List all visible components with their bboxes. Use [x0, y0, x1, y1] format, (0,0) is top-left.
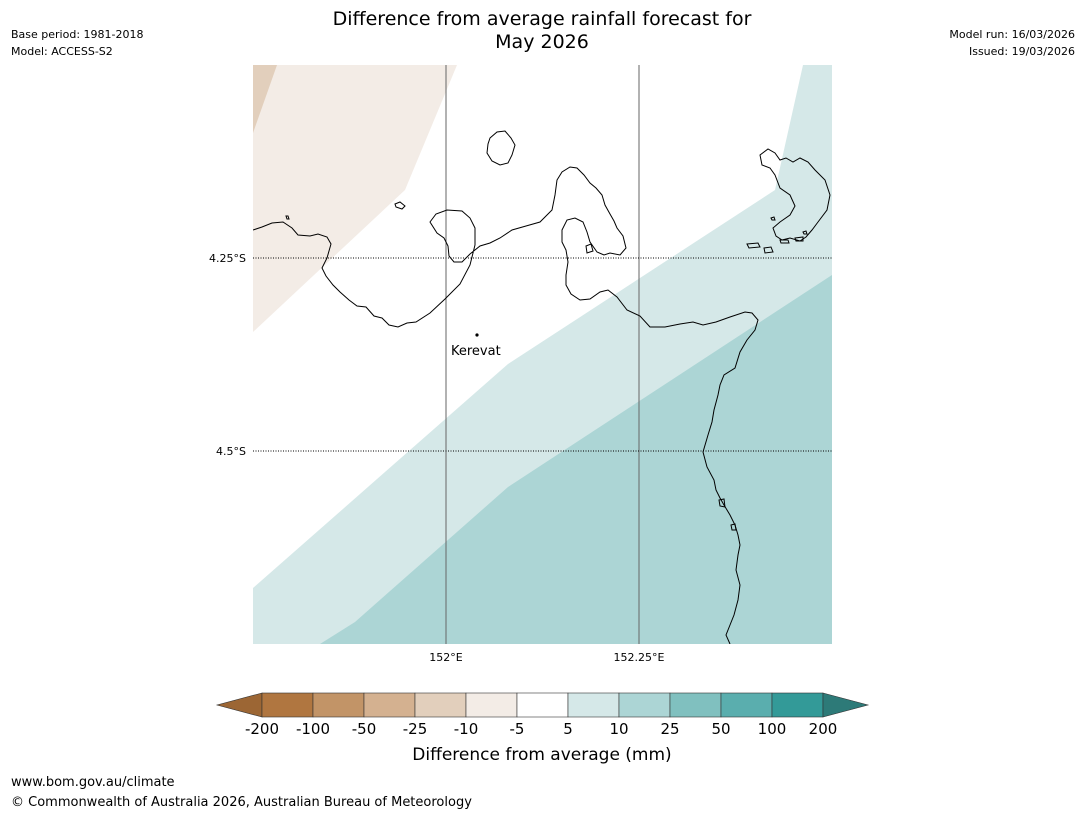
coast-islet-east-5 — [802, 230, 808, 235]
legend-tick-1: -200 — [244, 720, 280, 738]
legend-swatch-10 — [720, 692, 773, 718]
legend-swatch-3 — [363, 692, 416, 718]
legend-colorbar — [215, 692, 870, 718]
footer-copyright: © Commonwealth of Australia 2026, Austra… — [11, 795, 472, 810]
model-text: Model: ACCESS-S2 — [11, 45, 113, 58]
legend-swatch-1 — [261, 692, 314, 718]
legend-swatch-6 — [516, 692, 569, 718]
legend-tick-9: 25 — [660, 720, 680, 738]
coast-inner-islet — [585, 243, 594, 254]
legend-swatch-5 — [465, 692, 518, 718]
legend-tick-3: -50 — [351, 720, 377, 738]
coast-new-ireland — [759, 148, 831, 242]
legend-tick-11: 100 — [757, 720, 787, 738]
wet-band-10-25 — [320, 275, 832, 644]
legend-tick-6: -5 — [509, 720, 525, 738]
coast-islet-south-2 — [730, 523, 737, 531]
coastlines — [253, 130, 831, 644]
coast-islet-east-2 — [763, 246, 774, 254]
lat-label-4-5: 4.5°S — [216, 445, 246, 458]
page-title: Difference from average rainfall forecas… — [242, 8, 842, 54]
legend-swatch-4 — [414, 692, 467, 718]
model-run-text: Model run: 16/03/2026 — [949, 28, 1075, 41]
legend-tick-10: 50 — [711, 720, 731, 738]
dry-band-5-10 — [253, 65, 457, 332]
legend-tick-4: -25 — [402, 720, 428, 738]
base-period-text: Base period: 1981-2018 — [11, 28, 144, 41]
legend-swatch-8 — [618, 692, 671, 718]
coast-islet-west-1 — [285, 215, 290, 220]
legend-tick-2: -100 — [295, 720, 331, 738]
coast-islet-south-1 — [718, 498, 726, 508]
legend-swatch-7 — [567, 692, 620, 718]
legend-swatch-9 — [669, 692, 722, 718]
legend-swatch-11 — [771, 692, 824, 718]
legend-swatch-2 — [312, 692, 365, 718]
legend-arrow-high — [822, 692, 870, 718]
title-line-2: May 2026 — [495, 31, 589, 53]
legend-tick-7: 5 — [563, 720, 573, 738]
legend-title: Difference from average (mm) — [412, 745, 672, 765]
coast-small-islet — [394, 201, 406, 210]
lon-label-152-25: 152.25°E — [614, 651, 665, 664]
kerevat-marker — [475, 333, 479, 337]
coast-islet-east-1 — [746, 242, 761, 249]
dry-band-10-25 — [253, 65, 277, 133]
legend-tick-12: 200 — [808, 720, 838, 738]
header-left: Base period: 1981-2018 Model: ACCESS-S2 — [11, 26, 143, 60]
coast-islet-east-3 — [779, 239, 790, 244]
coast-top-islet — [486, 130, 516, 166]
kerevat-label: Kerevat — [451, 344, 501, 359]
coast-islet-east-6 — [770, 216, 776, 221]
legend-tick-8: 10 — [609, 720, 629, 738]
header-right: Model run: 16/03/2026 Issued: 19/03/2026 — [949, 26, 1075, 60]
title-line-1: Difference from average rainfall forecas… — [332, 8, 752, 30]
lat-label-4-25: 4.25°S — [209, 252, 246, 265]
legend-arrow-low — [215, 692, 263, 718]
coast-islet-east-4 — [794, 236, 804, 242]
lon-label-152: 152°E — [429, 651, 462, 664]
footer-url[interactable]: www.bom.gov.au/climate — [11, 775, 175, 790]
issued-text: Issued: 19/03/2026 — [968, 45, 1075, 58]
map-area — [253, 65, 832, 644]
coast-gazelle-peninsula — [253, 166, 759, 644]
legend-tick-5: -10 — [453, 720, 479, 738]
